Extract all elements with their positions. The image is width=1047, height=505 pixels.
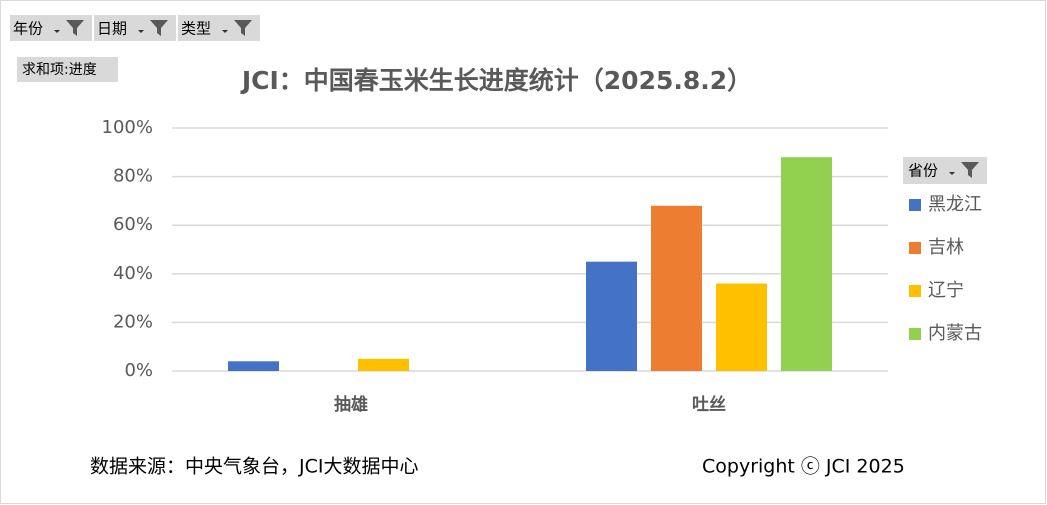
legend-swatch xyxy=(909,328,921,340)
bar xyxy=(586,261,637,371)
dropdown-arrow xyxy=(54,30,60,33)
x-tick-label: 吐丝 xyxy=(692,394,726,415)
y-tick-label: 40% xyxy=(113,263,153,284)
source-note: 数据来源：中央气象台，JCI大数据中心 xyxy=(90,456,418,478)
legend-title: 省份 xyxy=(908,162,938,180)
bar xyxy=(228,361,279,371)
filter-button[interactable] xyxy=(178,15,260,41)
legend-label[interactable]: 黑龙江 xyxy=(928,194,982,215)
filter-button-label: 类型 xyxy=(181,20,211,38)
dropdown-arrow xyxy=(949,172,955,175)
filter-icon xyxy=(66,20,84,36)
copyright: Copyright ⓒ JCI 2025 xyxy=(702,456,905,478)
filter-icon xyxy=(961,162,979,178)
filter-icon xyxy=(234,20,252,36)
dropdown-arrow xyxy=(138,30,144,33)
chart-title: JCI：中国春玉米生长进度统计（2025.8.2） xyxy=(240,66,752,95)
bar xyxy=(358,358,409,371)
filter-icon xyxy=(150,20,168,36)
legend-swatch xyxy=(909,199,921,211)
legend-title-button[interactable] xyxy=(903,157,987,184)
y-tick-label: 100% xyxy=(102,117,153,138)
bar xyxy=(716,283,767,371)
x-tick-label: 抽雄 xyxy=(334,394,368,415)
filter-button-label: 年份 xyxy=(13,20,43,38)
y-tick-label: 60% xyxy=(113,214,153,235)
y-tick-label: 0% xyxy=(124,360,153,381)
y-tick-label: 20% xyxy=(113,311,153,332)
dropdown-arrow xyxy=(222,30,228,33)
bar xyxy=(651,205,702,371)
filter-button[interactable] xyxy=(10,15,92,41)
filter-button[interactable] xyxy=(94,15,176,41)
filter-button-label: 日期 xyxy=(97,20,127,38)
legend-label[interactable]: 吉林 xyxy=(928,237,964,258)
value-field-label: 求和项:进度 xyxy=(22,62,97,78)
value-field-button[interactable] xyxy=(17,57,118,82)
legend-label[interactable]: 辽宁 xyxy=(928,280,964,301)
legend-swatch xyxy=(909,285,921,297)
bar xyxy=(781,157,832,371)
y-tick-label: 80% xyxy=(113,166,153,187)
legend-swatch xyxy=(909,242,921,254)
legend-label[interactable]: 内蒙古 xyxy=(928,323,982,344)
